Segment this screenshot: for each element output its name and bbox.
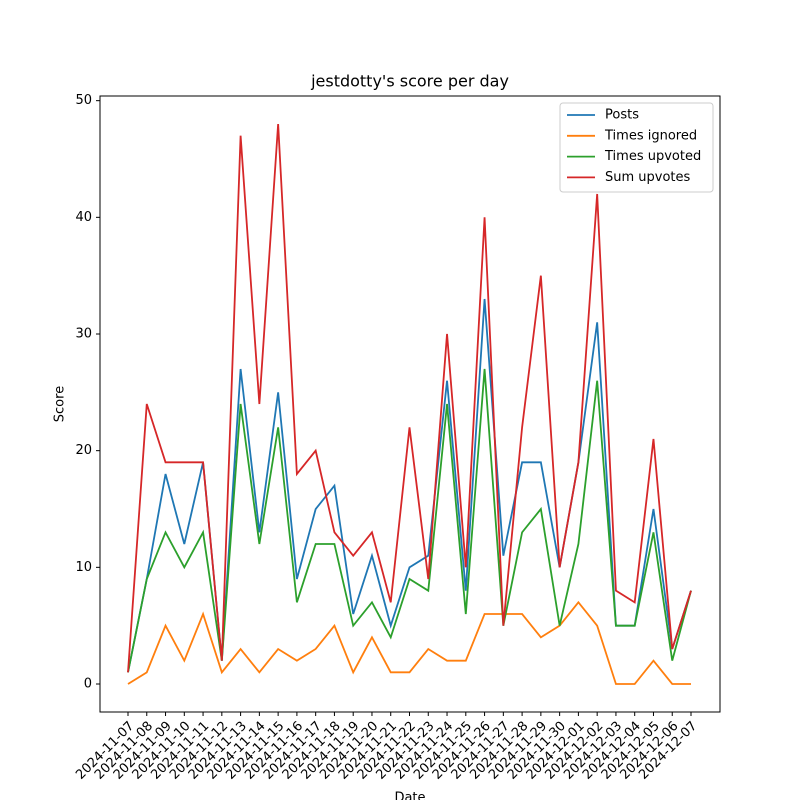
chart-title: jestdotty's score per day xyxy=(310,72,509,91)
y-tick-label: 10 xyxy=(75,560,92,575)
y-tick-label: 50 xyxy=(75,93,92,108)
y-tick-label: 30 xyxy=(75,327,92,342)
legend-label: Sum upvotes xyxy=(605,170,691,185)
legend-label: Times upvoted xyxy=(604,149,701,164)
series-line xyxy=(127,123,692,673)
series-line xyxy=(127,600,691,685)
legend: Posts Times ignored Times upvoted Sum upvot… xyxy=(559,102,714,193)
series-line xyxy=(127,298,692,673)
y-tick-label: 0 xyxy=(84,677,92,692)
plot-frame xyxy=(99,95,721,713)
y-tick-label: 20 xyxy=(75,443,92,458)
legend-box xyxy=(559,102,714,193)
series-line xyxy=(127,368,692,673)
legend-label: Posts xyxy=(605,108,639,123)
y-axis-label: Score xyxy=(53,386,68,422)
x-axis-label: Date xyxy=(394,791,425,800)
y-tick-label: 40 xyxy=(75,210,92,225)
legend-label: Times ignored xyxy=(604,128,697,143)
